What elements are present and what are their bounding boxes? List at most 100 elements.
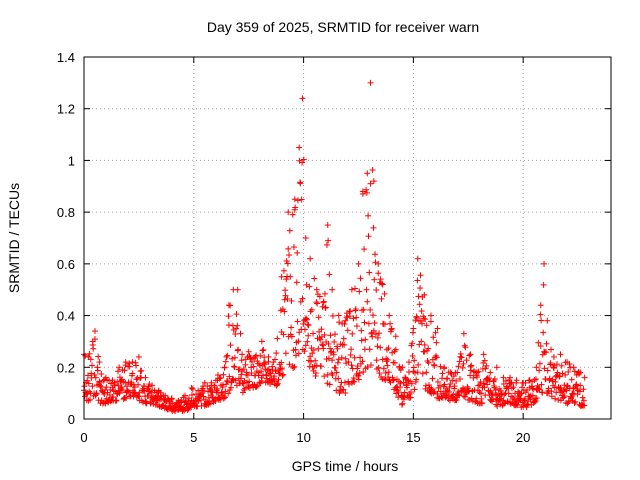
data-point <box>410 325 417 332</box>
data-point <box>133 362 140 369</box>
data-point <box>538 317 545 324</box>
data-point <box>501 391 508 398</box>
data-point <box>126 363 133 370</box>
data-point <box>304 338 311 345</box>
data-point <box>345 358 352 365</box>
data-point <box>285 245 292 252</box>
data-point <box>254 358 261 365</box>
data-point <box>237 330 244 337</box>
data-point <box>446 389 453 396</box>
x-tick-label: 20 <box>516 430 530 445</box>
data-point <box>118 384 125 391</box>
data-point <box>182 392 189 399</box>
data-point <box>369 166 376 173</box>
data-point <box>426 382 433 389</box>
data-point <box>84 372 91 379</box>
data-point <box>417 272 424 279</box>
data-point <box>365 212 372 219</box>
data-point <box>275 376 282 383</box>
data-point <box>129 370 136 377</box>
data-point <box>559 370 566 377</box>
data-point <box>94 367 101 374</box>
data-point <box>247 356 254 363</box>
data-point <box>217 396 224 403</box>
data-point <box>82 352 89 359</box>
data-point <box>286 227 293 234</box>
data-point <box>388 325 395 332</box>
data-point <box>405 369 412 376</box>
data-point <box>225 302 232 309</box>
data-point <box>444 375 451 382</box>
data-point <box>353 314 360 321</box>
data-point <box>577 382 584 389</box>
data-point <box>360 368 367 375</box>
data-point <box>145 392 152 399</box>
data-point <box>541 365 548 372</box>
data-point <box>227 342 234 349</box>
data-point <box>297 298 304 305</box>
data-point <box>366 346 373 353</box>
data-point <box>344 327 351 334</box>
data-point <box>409 340 416 347</box>
data-point <box>507 380 514 387</box>
data-point <box>379 356 386 363</box>
data-point <box>392 333 399 340</box>
data-point <box>329 286 336 293</box>
data-point <box>280 267 287 274</box>
data-point <box>243 369 250 376</box>
data-point <box>282 292 289 299</box>
data-point <box>463 357 470 364</box>
data-point <box>506 374 513 381</box>
data-point <box>378 295 385 302</box>
data-point <box>290 364 297 371</box>
data-point <box>447 369 454 376</box>
data-point <box>284 260 291 267</box>
data-point <box>577 369 584 376</box>
data-series-srmtid <box>81 79 588 415</box>
data-point <box>446 383 453 390</box>
data-point <box>116 364 123 371</box>
data-point <box>436 382 443 389</box>
data-point <box>123 383 130 390</box>
data-point <box>526 377 533 384</box>
data-point <box>168 395 175 402</box>
data-point <box>231 364 238 371</box>
data-point <box>303 316 310 323</box>
data-point <box>460 330 467 337</box>
data-point <box>244 372 251 379</box>
data-point <box>533 364 540 371</box>
data-point <box>411 357 418 364</box>
data-point <box>360 306 367 313</box>
data-point <box>280 371 287 378</box>
data-point <box>422 316 429 323</box>
data-point <box>175 397 182 404</box>
data-point <box>294 197 301 204</box>
data-point <box>383 358 390 365</box>
data-point <box>548 388 555 395</box>
data-point <box>351 285 358 292</box>
data-point <box>363 286 370 293</box>
data-point <box>298 196 305 203</box>
data-point <box>325 340 332 347</box>
data-point <box>557 351 564 358</box>
data-point <box>437 363 444 370</box>
data-point <box>535 385 542 392</box>
data-point <box>155 387 162 394</box>
data-point <box>555 396 562 403</box>
data-point <box>96 359 103 366</box>
data-point <box>374 334 381 341</box>
data-point <box>93 390 100 397</box>
data-point <box>449 377 456 384</box>
data-point <box>122 359 129 366</box>
data-point <box>245 348 252 355</box>
data-point <box>216 375 223 382</box>
data-point <box>423 322 430 329</box>
data-point <box>384 362 391 369</box>
data-point <box>384 356 391 363</box>
data-point <box>289 211 296 218</box>
data-point <box>332 364 339 371</box>
data-point <box>321 331 328 338</box>
data-point <box>313 362 320 369</box>
data-point <box>188 384 195 391</box>
data-point <box>375 260 382 267</box>
